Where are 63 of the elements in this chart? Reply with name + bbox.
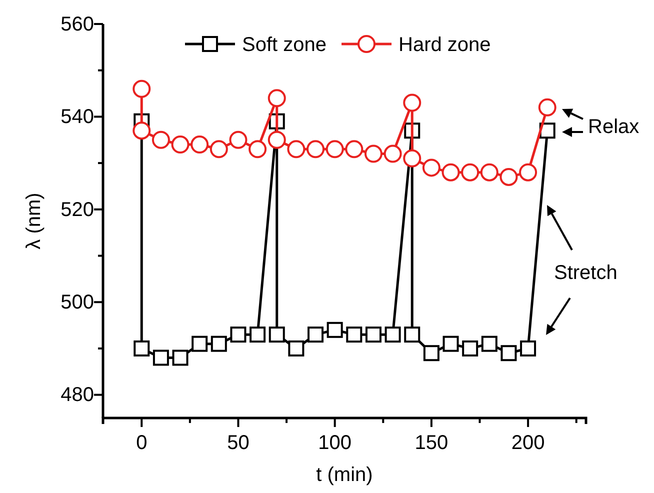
point (230, 326, 246, 343)
point (210, 140, 228, 158)
point (461, 163, 480, 182)
annotation: Stretch (554, 262, 618, 284)
point (326, 140, 344, 158)
point (134, 340, 150, 356)
y-tick-label: 540 (60, 106, 94, 128)
text: Relax (588, 116, 640, 138)
point (538, 98, 556, 116)
point (500, 345, 517, 362)
point (520, 340, 536, 356)
point (539, 122, 556, 139)
point (404, 326, 420, 343)
y-axis-title: λ (nm) (23, 192, 45, 250)
y-tick-label: 520 (60, 198, 94, 221)
y-tick-label: 560 (60, 13, 94, 36)
point (172, 350, 188, 366)
point (481, 336, 498, 352)
point (345, 140, 364, 158)
point (364, 144, 382, 163)
point (152, 130, 170, 149)
point (308, 326, 324, 343)
point (442, 336, 459, 352)
x-tick-label: 100 (318, 432, 352, 454)
x-tick-label: 50 (227, 432, 250, 454)
x-tick-label: 200 (511, 432, 545, 454)
point (422, 158, 440, 177)
point (248, 140, 267, 158)
point (229, 130, 248, 149)
y-tick-label: 500 (60, 292, 94, 314)
point (152, 350, 169, 366)
point (462, 340, 478, 356)
point (132, 80, 151, 98)
x-axis-title: t (min) (316, 464, 373, 486)
point (403, 94, 422, 112)
point (210, 336, 227, 352)
point (365, 326, 382, 343)
y-tick-label: 480 (60, 384, 94, 406)
point (326, 322, 343, 338)
x-tick-label: 150 (414, 432, 448, 454)
point (442, 163, 460, 182)
point (306, 140, 325, 158)
x-tick-label: 0 (136, 432, 148, 454)
point (384, 326, 401, 343)
point (423, 345, 440, 362)
point (268, 130, 286, 149)
legend-label: Soft zone (242, 34, 327, 56)
point (268, 326, 285, 343)
point (250, 326, 266, 343)
point (287, 140, 306, 158)
point (268, 89, 286, 108)
point (384, 144, 402, 163)
point (403, 149, 422, 168)
point (500, 168, 518, 186)
point (288, 340, 304, 356)
point (132, 122, 151, 140)
point (519, 163, 538, 182)
point (346, 326, 362, 343)
point (190, 136, 209, 154)
point (480, 163, 498, 182)
point (192, 336, 208, 352)
legend-label: Hard zone (398, 34, 491, 56)
point (171, 136, 190, 154)
